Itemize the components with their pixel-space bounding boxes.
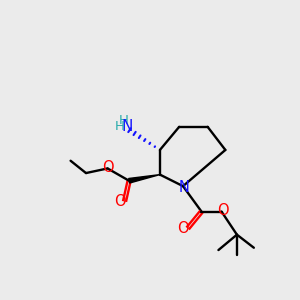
Text: N: N: [122, 118, 133, 134]
Text: N: N: [179, 180, 190, 195]
Text: H: H: [119, 114, 129, 127]
Polygon shape: [129, 175, 160, 183]
Text: H: H: [115, 120, 125, 133]
Text: O: O: [102, 160, 113, 175]
Text: O: O: [114, 194, 126, 209]
Text: O: O: [217, 203, 229, 218]
Text: O: O: [177, 221, 189, 236]
